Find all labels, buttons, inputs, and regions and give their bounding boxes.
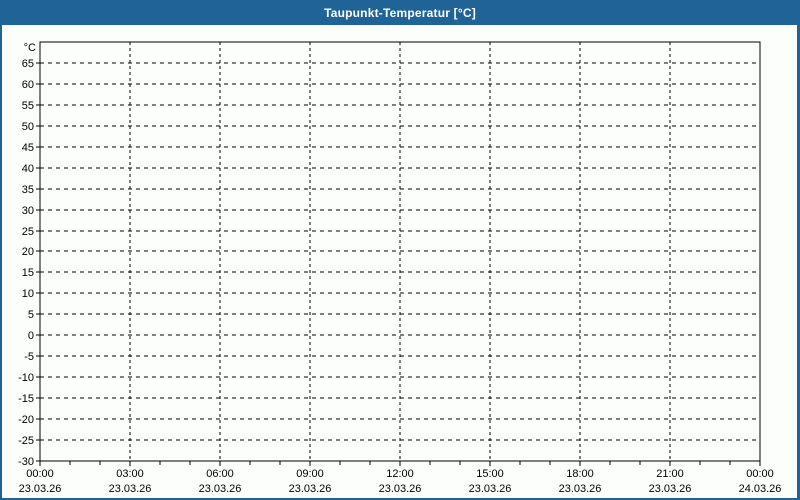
y-tick-label: -10: [18, 372, 34, 384]
y-tick-label: -30: [18, 456, 34, 468]
x-time-label: 21:00: [656, 468, 684, 480]
x-date-label: 23.03.26: [19, 483, 62, 495]
y-tick-label: 0: [28, 330, 34, 342]
window-border-right: [797, 25, 800, 500]
y-tick-label: 20: [22, 246, 34, 258]
y-tick-label: -25: [18, 435, 34, 447]
x-date-label: 23.03.26: [289, 483, 332, 495]
x-time-label: 12:00: [386, 468, 414, 480]
y-tick-label: 30: [22, 205, 34, 217]
x-date-label: 23.03.26: [109, 483, 152, 495]
y-tick-label: 10: [22, 288, 34, 300]
x-date-label: 23.03.26: [379, 483, 422, 495]
window-border-left: [0, 25, 2, 500]
window-border-bottom: [0, 498, 800, 500]
y-tick-label: 25: [22, 226, 34, 238]
y-tick-label: -15: [18, 393, 34, 405]
x-time-label: 03:00: [116, 468, 144, 480]
y-tick-label: 40: [22, 163, 34, 175]
x-time-label: 00:00: [26, 468, 54, 480]
y-tick-label: 45: [22, 142, 34, 154]
x-time-label: 00:00: [746, 468, 774, 480]
y-tick-label: -20: [18, 414, 34, 426]
x-date-label: 23.03.26: [559, 483, 602, 495]
x-date-label: 23.03.26: [649, 483, 692, 495]
x-time-label: 06:00: [206, 468, 234, 480]
y-tick-label: -5: [24, 351, 34, 363]
x-date-label: 24.03.26: [739, 483, 782, 495]
title-bar: Taupunkt-Temperatur [°C]: [0, 0, 800, 25]
y-tick-label: 50: [22, 121, 34, 133]
chart-title: Taupunkt-Temperatur [°C]: [324, 5, 476, 20]
x-date-label: 23.03.26: [199, 483, 242, 495]
x-date-label: 23.03.26: [469, 483, 512, 495]
y-tick-label: 60: [22, 79, 34, 91]
x-time-label: 15:00: [476, 468, 504, 480]
y-tick-label: 35: [22, 184, 34, 196]
y-tick-label: 55: [22, 100, 34, 112]
x-time-label: 18:00: [566, 468, 594, 480]
x-time-label: 09:00: [296, 468, 324, 480]
y-tick-label: 15: [22, 267, 34, 279]
y-axis-unit-label: °C: [24, 42, 36, 54]
y-tick-label: 65: [22, 58, 34, 70]
plot-frame: [39, 41, 761, 462]
y-tick-label: 5: [28, 309, 34, 321]
